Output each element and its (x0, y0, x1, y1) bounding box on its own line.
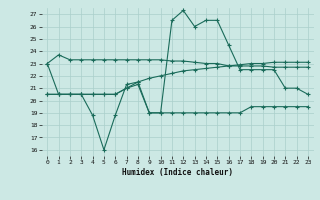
X-axis label: Humidex (Indice chaleur): Humidex (Indice chaleur) (122, 168, 233, 177)
